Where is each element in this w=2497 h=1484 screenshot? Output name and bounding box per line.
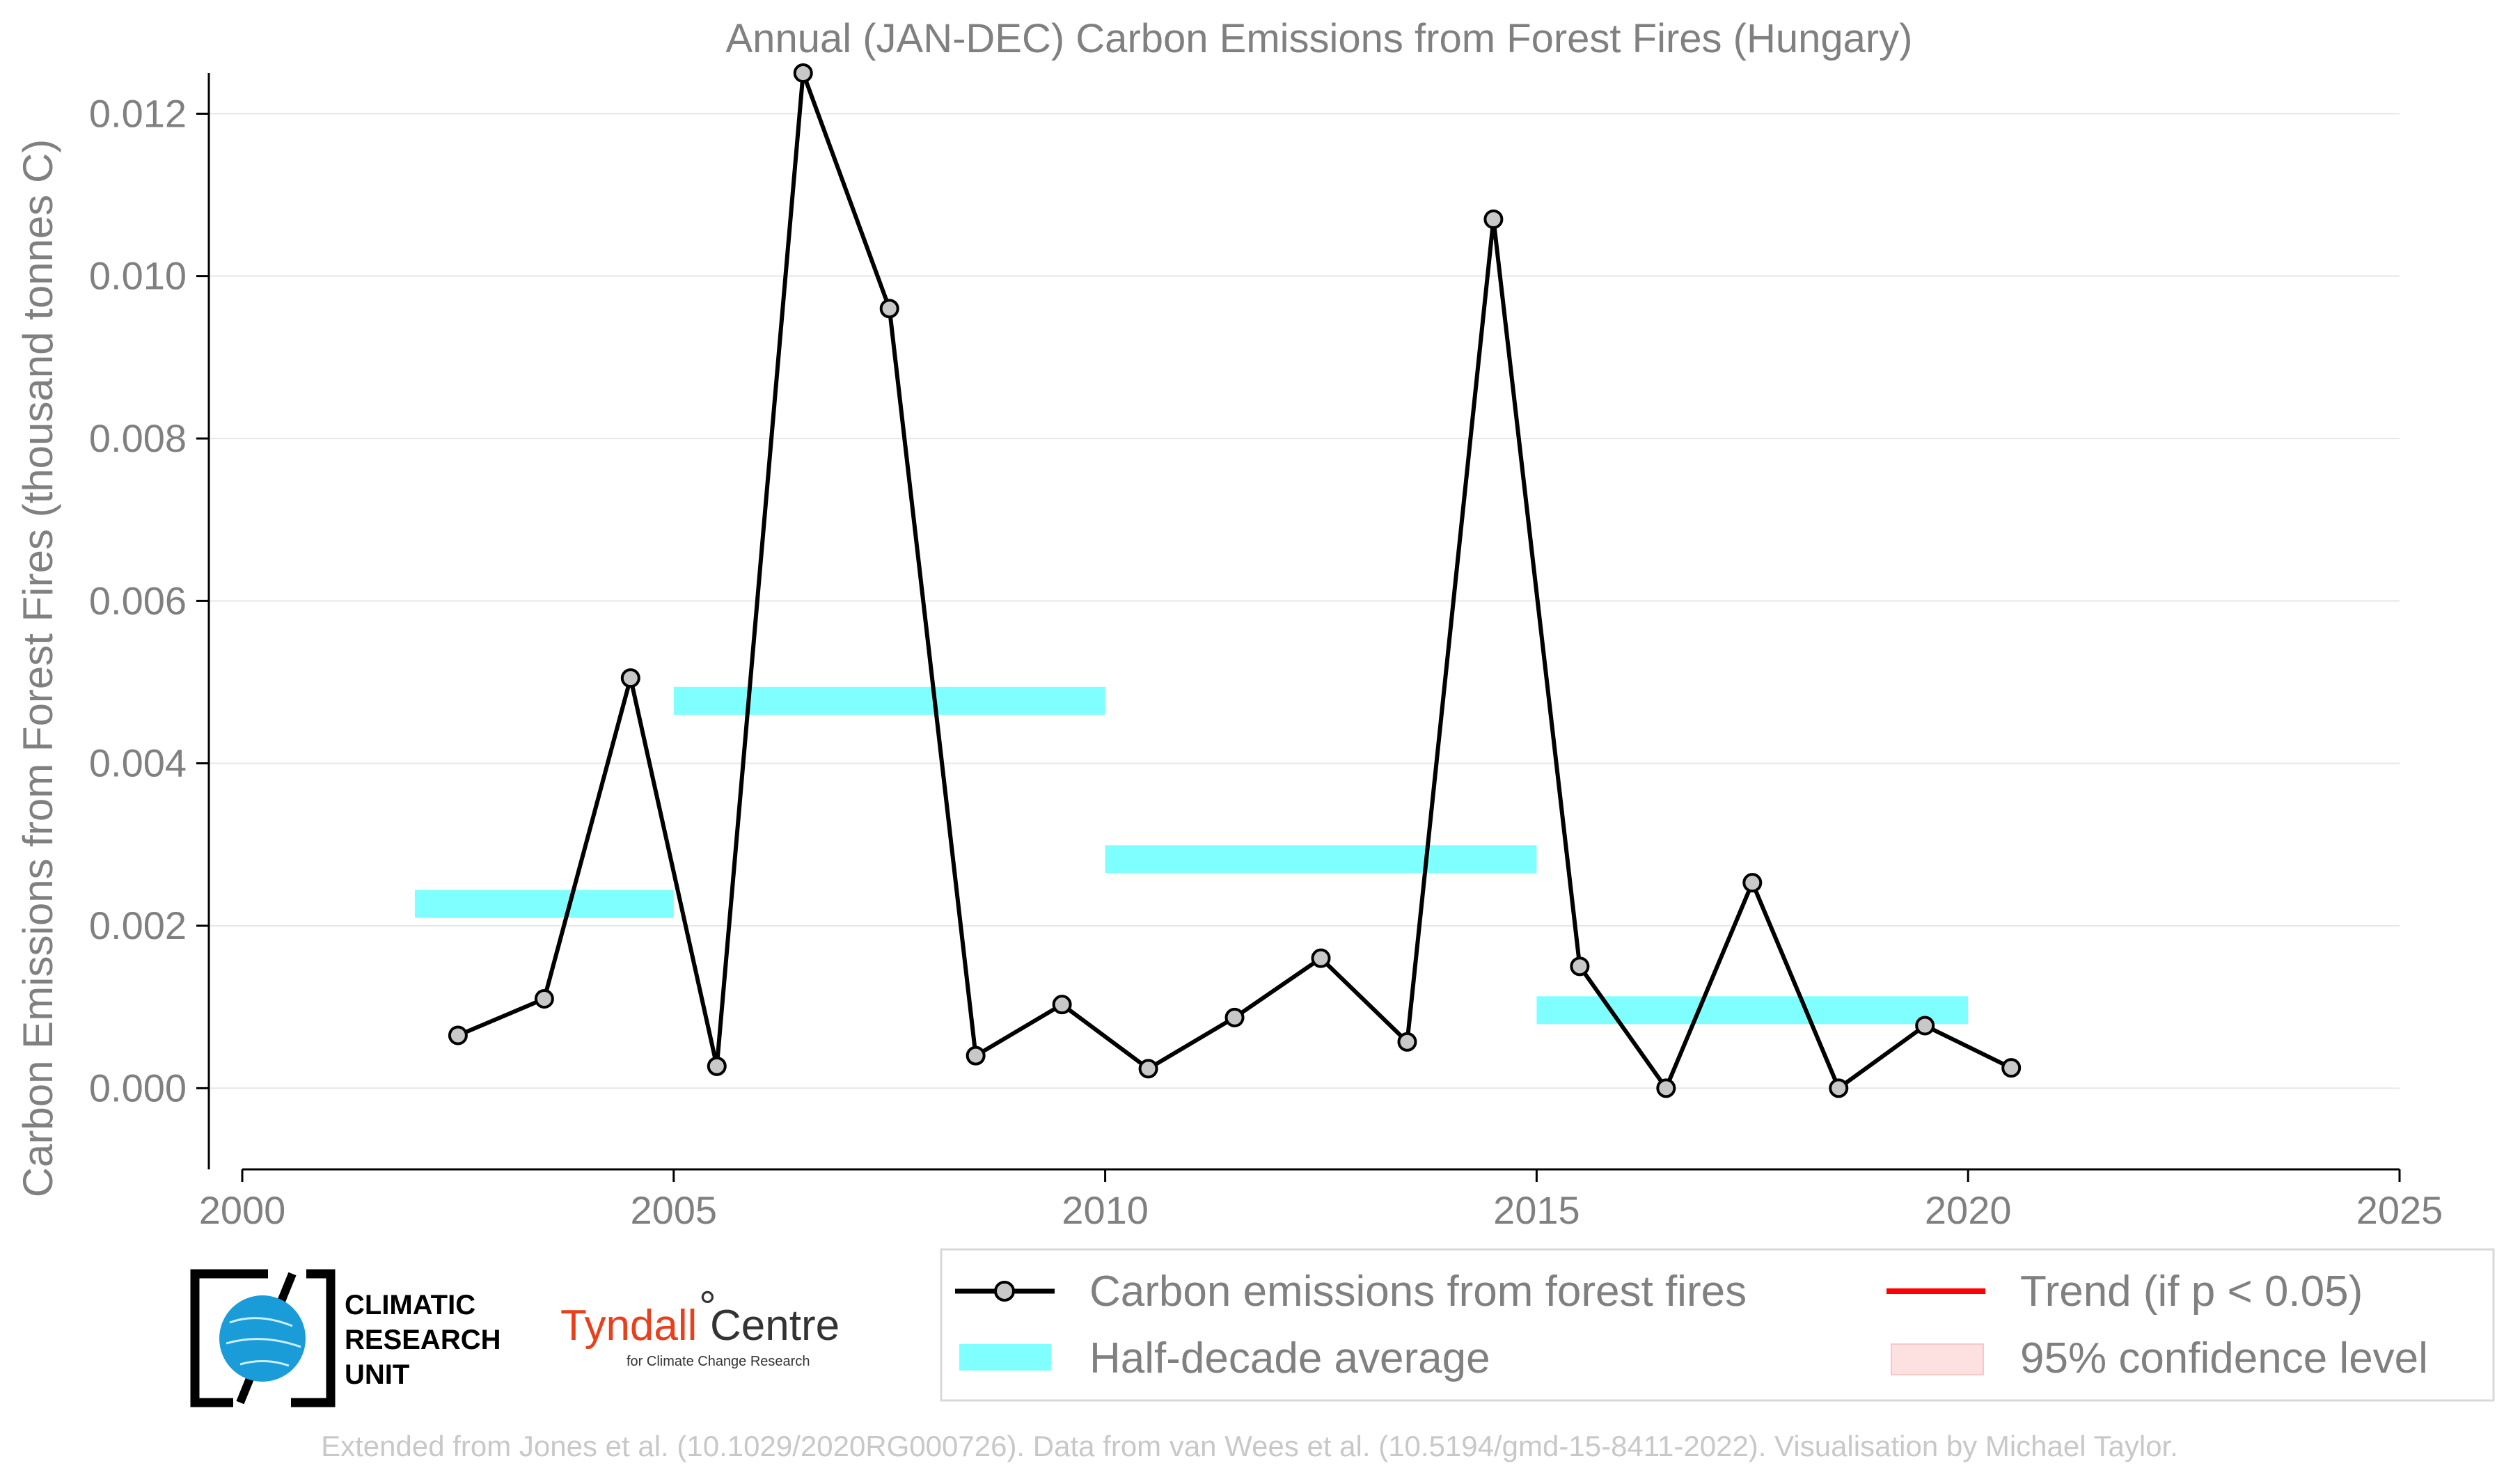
tyndall-logo-sub: for Climate Change Research	[627, 1354, 810, 1369]
y-tick-label: 0.008	[89, 416, 187, 460]
tyndall-logo-main: Tyndall	[560, 1302, 697, 1350]
footer-credits: Extended from Jones et al. (10.1029/2020…	[321, 1430, 2178, 1462]
data-point	[707, 1056, 727, 1076]
half-decade-band	[1105, 845, 1537, 874]
data-point	[1915, 1016, 1935, 1036]
x-tick-label: 2020	[1925, 1188, 2012, 1232]
y-tick-label: 0.002	[89, 903, 187, 947]
series-carbon-emissions	[448, 63, 2022, 1098]
data-point	[1138, 1059, 1158, 1079]
y-axis-ticks: 0.000 0.002 0.004 0.006 0.008 0.010 0.012	[89, 73, 210, 1169]
cru-logo-line-3: UNIT	[345, 1359, 409, 1390]
half-decade-band	[673, 686, 1105, 715]
data-point	[1052, 995, 1072, 1015]
y-tick-label: 0.006	[89, 578, 187, 622]
legend: Carbon emissions from forest fires Trend…	[940, 1248, 2495, 1402]
half-decade-bands	[414, 686, 1969, 1025]
data-point	[1397, 1032, 1417, 1052]
cru-logo: CLIMATIC RESEARCH UNIT	[190, 1269, 501, 1407]
y-tick-label: 0.000	[89, 1066, 187, 1110]
legend-label-emissions: Carbon emissions from forest fires	[1089, 1268, 1747, 1316]
data-point	[879, 299, 899, 319]
y-axis-label: Carbon Emissions from Forest Fires (thou…	[15, 139, 61, 1198]
tyndall-logo-degree: °	[699, 1283, 716, 1331]
tyndall-logo: Tyndall ° Centre for Climate Change Rese…	[560, 1283, 840, 1369]
data-point	[1656, 1078, 1676, 1098]
x-axis: 2000 2005 2010 2015 2020 2025	[199, 1168, 2443, 1232]
data-point	[1570, 956, 1590, 977]
data-point	[1829, 1078, 1849, 1098]
data-point	[966, 1045, 986, 1066]
legend-label-confidence: 95% confidence level	[2020, 1334, 2428, 1382]
legend-swatch-confidence	[1891, 1343, 1984, 1375]
cru-logo-line-1: CLIMATIC	[345, 1290, 475, 1320]
data-point	[534, 989, 554, 1009]
x-tick-label: 2000	[199, 1188, 286, 1232]
half-decade-band	[1536, 996, 1969, 1025]
cru-logo-frame	[190, 1269, 336, 1407]
y-tick-label: 0.004	[89, 741, 187, 785]
chart-title: Annual (JAN-DEC) Carbon Emissions from F…	[726, 16, 1913, 61]
legend-swatch-marker	[994, 1281, 1015, 1302]
legend-label-band: Half-decade average	[1089, 1334, 1490, 1382]
x-tick-label: 2015	[1493, 1188, 1580, 1232]
x-tick-label: 2005	[631, 1188, 718, 1232]
y-tick-label: 0.012	[89, 91, 187, 135]
legend-swatch-band	[959, 1344, 1051, 1371]
x-tick-label: 2010	[1062, 1188, 1149, 1232]
y-tick-label: 0.010	[89, 254, 187, 298]
data-point	[793, 63, 813, 83]
grid-lines	[209, 113, 2400, 1089]
legend-frame	[940, 1248, 2495, 1402]
data-point	[1224, 1007, 1245, 1027]
globe-icon-lines	[226, 1317, 301, 1367]
data-point	[1311, 948, 1331, 968]
data-point	[448, 1025, 468, 1045]
legend-label-trend: Trend (if p < 0.05)	[2020, 1268, 2363, 1316]
cru-logo-line-2: RESEARCH	[345, 1325, 501, 1355]
series-line	[457, 71, 2012, 1091]
data-point	[1742, 873, 1763, 893]
x-tick-label: 2025	[2356, 1188, 2443, 1232]
tyndall-logo-centre: Centre	[710, 1302, 840, 1350]
data-point	[620, 668, 640, 688]
data-point	[2001, 1058, 2022, 1078]
data-point	[1483, 210, 1504, 229]
half-decade-band	[414, 890, 674, 918]
